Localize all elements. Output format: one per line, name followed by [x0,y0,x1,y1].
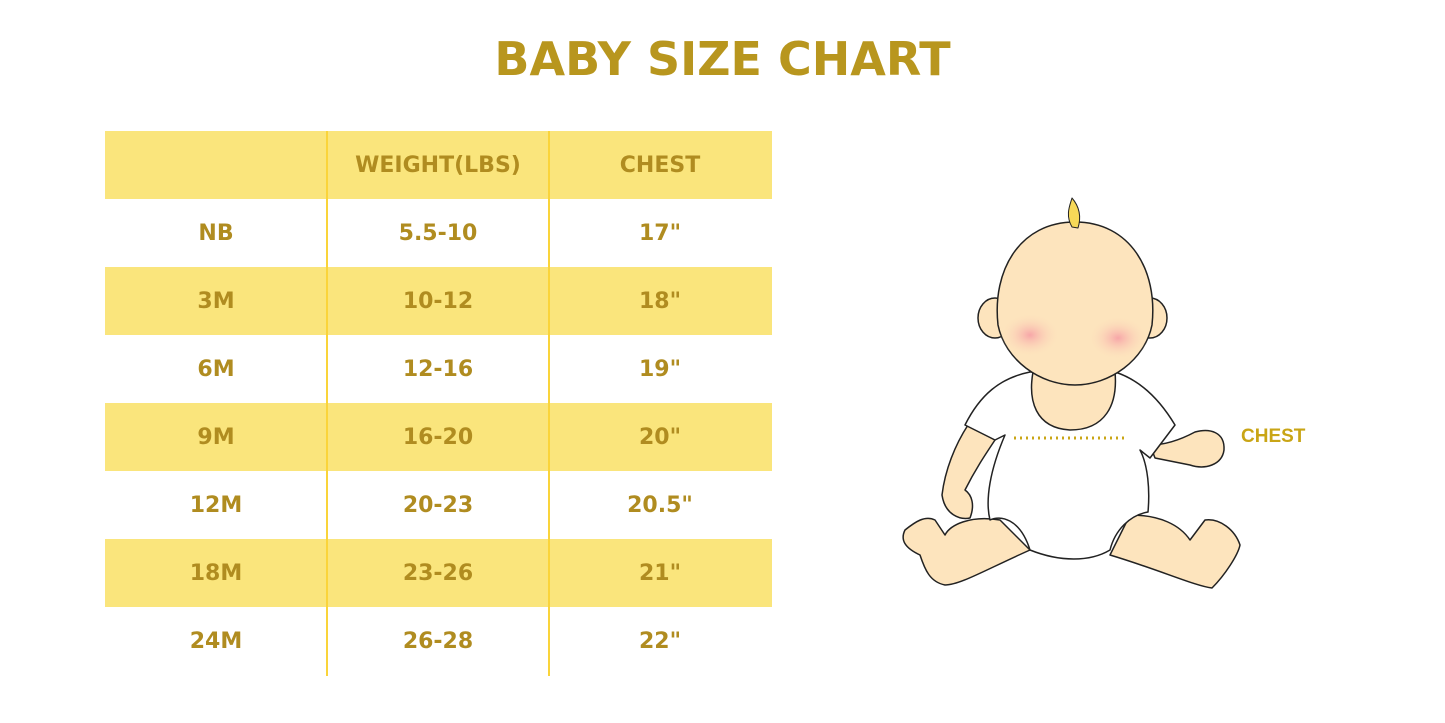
column-divider [548,131,550,676]
neck [1030,371,1117,431]
right-cheek [1088,316,1148,360]
weight-cell: 12-16 [402,356,474,382]
chest-cell: 17" [638,220,682,246]
size-cell: 6M [197,356,235,382]
table-row: 18M 23-26 21" [105,539,772,607]
size-cell: 24M [189,628,243,654]
weight-cell: 20-23 [402,492,474,518]
table-row: 12M 20-23 20.5" [105,471,772,539]
baby-illustration [902,197,1241,589]
hair-curl [1067,197,1081,229]
left-cheek [1000,313,1060,357]
weight-cell: 26-28 [402,628,474,654]
table-row: 9M 16-20 20" [105,403,772,471]
size-cell: 12M [189,492,243,518]
right-leg [1109,514,1241,589]
size-table: WEIGHT(LBS) CHEST NB 5.5-10 17" 3M 10-12… [105,131,772,675]
size-cell: 18M [189,560,243,586]
chest-cell: 22" [638,628,682,654]
weight-cell: 23-26 [402,560,474,586]
chest-cell: 20" [638,424,682,450]
table-header-row: WEIGHT(LBS) CHEST [105,131,772,199]
header-weight: WEIGHT(LBS) [355,152,521,178]
chest-cell: 19" [638,356,682,382]
right-arm [1149,429,1225,468]
left-arm [941,424,996,520]
table-row: 3M 10-12 18" [105,267,772,335]
header-chest: CHEST [619,152,701,178]
head [996,221,1154,386]
size-cell: 3M [197,288,235,314]
left-leg [902,517,1031,586]
size-cell: 9M [197,424,235,450]
chest-cell: 20.5" [627,492,693,518]
column-divider [326,131,328,676]
table-row: 6M 12-16 19" [105,335,772,403]
weight-cell: 5.5-10 [398,220,478,246]
table-row: 24M 26-28 22" [105,607,772,675]
table-row: NB 5.5-10 17" [105,199,772,267]
chest-cell: 18" [638,288,682,314]
weight-cell: 10-12 [402,288,474,314]
weight-cell: 16-20 [402,424,474,450]
shirt [964,371,1176,560]
chest-cell: 21" [638,560,682,586]
size-cell: NB [198,220,234,246]
chest-label: CHEST [1241,426,1306,447]
page-title: BABY SIZE CHART [494,32,951,86]
